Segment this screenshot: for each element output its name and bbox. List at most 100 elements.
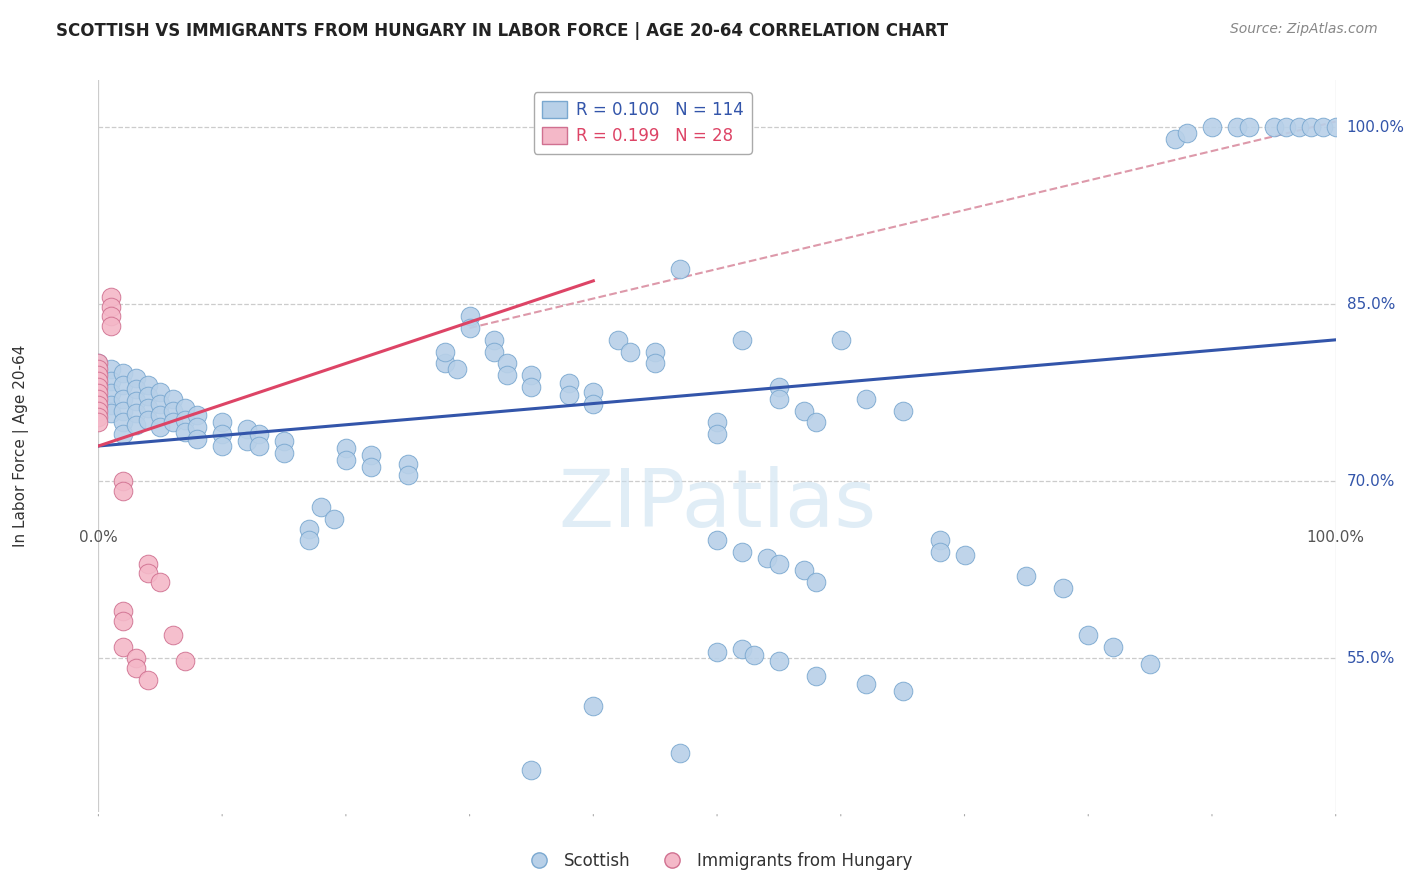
Point: [1299, 120, 1322, 135]
Point: [484, 344, 506, 359]
Point: [136, 557, 159, 571]
Point: [112, 416, 135, 430]
Point: [1175, 127, 1198, 141]
Point: [309, 500, 332, 515]
Point: [236, 422, 259, 436]
Point: [174, 425, 197, 439]
Point: [1312, 120, 1334, 135]
Point: [731, 641, 754, 656]
Point: [495, 356, 517, 370]
Point: [322, 512, 344, 526]
Point: [953, 548, 976, 562]
Text: Source: ZipAtlas.com: Source: ZipAtlas.com: [1230, 22, 1378, 37]
Point: [644, 344, 666, 359]
Point: [136, 673, 159, 687]
Point: [396, 457, 419, 471]
Point: [793, 403, 815, 417]
Point: [335, 442, 357, 456]
Point: [87, 368, 110, 383]
Point: [112, 604, 135, 618]
Point: [100, 290, 122, 304]
Text: In Labor Force | Age 20-64: In Labor Force | Age 20-64: [13, 345, 30, 547]
Point: [742, 648, 765, 662]
Point: [804, 416, 827, 430]
Point: [644, 356, 666, 370]
Point: [768, 392, 790, 406]
Point: [136, 377, 159, 392]
Point: [149, 384, 172, 399]
Point: [149, 396, 172, 410]
Point: [186, 420, 208, 434]
Point: [100, 300, 122, 314]
Point: [1275, 120, 1298, 135]
Point: [236, 434, 259, 449]
Point: [247, 439, 270, 453]
Point: [1226, 120, 1249, 135]
Point: [582, 384, 605, 399]
Point: [520, 764, 543, 778]
Point: [768, 557, 790, 571]
Point: [162, 628, 184, 642]
Text: 100.0%: 100.0%: [1306, 530, 1365, 544]
Point: [1052, 581, 1074, 595]
Point: [136, 413, 159, 427]
Point: [112, 392, 135, 406]
Point: [298, 533, 321, 548]
Point: [1288, 120, 1310, 135]
Point: [1015, 568, 1038, 582]
Point: [1263, 120, 1285, 135]
Text: 85.0%: 85.0%: [1347, 297, 1395, 312]
Point: [804, 669, 827, 683]
Point: [1324, 120, 1347, 135]
Point: [87, 398, 110, 412]
Point: [484, 333, 506, 347]
Point: [162, 416, 184, 430]
Point: [458, 321, 481, 335]
Point: [1237, 120, 1260, 135]
Point: [1201, 120, 1223, 135]
Point: [112, 475, 135, 489]
Point: [211, 439, 233, 453]
Point: [1164, 132, 1187, 146]
Point: [100, 406, 122, 420]
Point: [87, 385, 110, 400]
Point: [87, 409, 110, 424]
Point: [755, 551, 778, 566]
Point: [149, 420, 172, 434]
Point: [731, 333, 754, 347]
Point: [1139, 657, 1161, 672]
Point: [136, 401, 159, 416]
Point: [706, 427, 728, 442]
Point: [731, 545, 754, 559]
Point: [124, 394, 146, 409]
Point: [174, 654, 197, 668]
Point: [273, 446, 295, 460]
Point: [112, 483, 135, 498]
Point: [669, 746, 692, 760]
Text: 70.0%: 70.0%: [1347, 474, 1395, 489]
Point: [1102, 640, 1125, 654]
Point: [706, 533, 728, 548]
Point: [768, 654, 790, 668]
Text: 55.0%: 55.0%: [1347, 651, 1395, 665]
Point: [124, 383, 146, 397]
Text: ZIPatlas: ZIPatlas: [558, 466, 876, 543]
Point: [112, 640, 135, 654]
Point: [891, 403, 914, 417]
Point: [520, 368, 543, 383]
Point: [87, 392, 110, 406]
Point: [124, 651, 146, 665]
Point: [706, 645, 728, 659]
Point: [124, 406, 146, 420]
Point: [124, 370, 146, 384]
Point: [768, 380, 790, 394]
Text: 0.0%: 0.0%: [79, 530, 118, 544]
Point: [136, 389, 159, 403]
Point: [211, 427, 233, 442]
Point: [112, 366, 135, 380]
Point: [458, 310, 481, 324]
Point: [136, 566, 159, 581]
Point: [495, 368, 517, 383]
Text: SCOTTISH VS IMMIGRANTS FROM HUNGARY IN LABOR FORCE | AGE 20-64 CORRELATION CHART: SCOTTISH VS IMMIGRANTS FROM HUNGARY IN L…: [56, 22, 949, 40]
Point: [928, 545, 950, 559]
